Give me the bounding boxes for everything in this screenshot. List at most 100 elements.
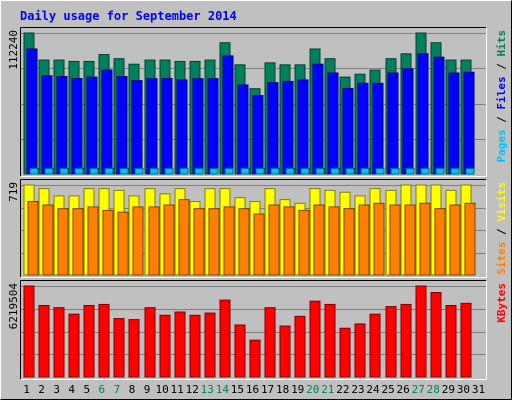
bar-kbytes-23 — [354, 323, 366, 378]
day-label-24: 24 — [366, 383, 380, 396]
bar-kbytes-30 — [460, 302, 472, 378]
day-label-18: 18 — [276, 383, 289, 396]
bar-pages-8 — [134, 167, 144, 175]
bar-kbytes-19 — [294, 315, 306, 378]
bar-files-15 — [237, 84, 249, 175]
bar-pages-19 — [300, 167, 310, 175]
panel-kbytes: 6219504 KBytes — [7, 280, 508, 380]
axis-max-label: 719 — [7, 182, 20, 202]
legend-pages: Pages — [495, 129, 508, 162]
day-label-27: 27 — [412, 383, 425, 396]
bar-kbytes-25 — [385, 306, 397, 378]
bar-pages-29 — [450, 167, 460, 175]
bar-files-5 — [86, 76, 98, 175]
bar-pages-30 — [465, 167, 475, 175]
bar-sites-30 — [464, 202, 476, 276]
bar-pages-21 — [330, 167, 340, 175]
bar-sites-25 — [389, 204, 401, 276]
day-label-1: 1 — [23, 383, 30, 396]
bar-files-29 — [448, 72, 460, 175]
bar-sites-11 — [178, 199, 190, 276]
bar-sites-27 — [419, 202, 431, 276]
bar-sites-19 — [298, 209, 310, 276]
legend-sites: Sites — [495, 242, 508, 275]
bar-sites-10 — [163, 204, 175, 276]
day-label-7: 7 — [114, 383, 121, 396]
series-kbytes — [23, 285, 472, 378]
day-label-16: 16 — [246, 383, 259, 396]
bar-kbytes-7 — [113, 317, 125, 378]
bar-pages-6 — [104, 167, 114, 175]
day-label-13: 13 — [201, 383, 214, 396]
bar-pages-11 — [179, 167, 189, 175]
legend-kbytes: KBytes — [495, 283, 508, 323]
bar-pages-28 — [435, 167, 445, 175]
bar-files-27 — [417, 53, 429, 175]
day-label-22: 22 — [336, 383, 349, 396]
bar-files-10 — [161, 78, 173, 175]
bar-pages-27 — [420, 167, 430, 175]
bar-pages-2 — [44, 167, 54, 175]
chart-title: Daily usage for September 2014 — [20, 9, 237, 23]
day-label-23: 23 — [351, 383, 364, 396]
bar-files-3 — [56, 76, 68, 175]
bar-kbytes-21 — [324, 303, 336, 378]
axis-max-label: 112240 — [7, 30, 20, 70]
bar-kbytes-24 — [369, 313, 381, 378]
bar-pages-20 — [315, 167, 325, 175]
bar-pages-12 — [194, 167, 204, 175]
bar-sites-6 — [102, 209, 114, 276]
day-label-12: 12 — [186, 383, 199, 396]
day-label-2: 2 — [38, 383, 45, 396]
panel-visits-sites: 719 Sites / Visits — [7, 179, 508, 278]
day-label-28: 28 — [427, 383, 440, 396]
bar-files-6 — [101, 69, 113, 175]
bar-files-13 — [207, 78, 219, 175]
bar-files-16 — [252, 95, 264, 175]
bar-sites-21 — [328, 206, 340, 276]
day-label-17: 17 — [261, 383, 274, 396]
bar-sites-15 — [238, 208, 250, 276]
panel-legend: KBytes — [495, 283, 508, 323]
bar-kbytes-22 — [339, 327, 351, 378]
bar-sites-7 — [117, 211, 129, 276]
bar-sites-8 — [132, 206, 144, 276]
bar-kbytes-10 — [159, 314, 171, 378]
bar-sites-22 — [343, 208, 355, 276]
bar-sites-23 — [358, 204, 370, 276]
bar-kbytes-11 — [174, 311, 186, 378]
day-label-14: 14 — [216, 383, 230, 396]
bar-kbytes-29 — [445, 304, 457, 378]
bar-files-26 — [402, 68, 414, 175]
bar-pages-23 — [360, 167, 370, 175]
day-label-15: 15 — [231, 383, 244, 396]
bar-kbytes-14 — [219, 299, 231, 378]
bar-files-24 — [372, 82, 384, 175]
day-label-11: 11 — [171, 383, 184, 396]
bar-files-20 — [312, 63, 324, 175]
day-label-30: 30 — [457, 383, 470, 396]
legend-separator: / — [495, 57, 508, 77]
bar-kbytes-28 — [430, 292, 442, 378]
bar-files-9 — [146, 78, 158, 175]
bar-pages-4 — [74, 167, 84, 175]
bar-kbytes-13 — [204, 312, 216, 378]
bar-files-11 — [176, 79, 188, 175]
bar-files-12 — [192, 78, 204, 175]
day-label-20: 20 — [306, 383, 319, 396]
bar-pages-7 — [119, 167, 129, 175]
bar-pages-15 — [240, 167, 250, 175]
bar-kbytes-26 — [400, 303, 412, 378]
bar-files-7 — [116, 76, 128, 175]
bar-sites-2 — [42, 204, 54, 276]
day-label-21: 21 — [321, 383, 334, 396]
bar-files-18 — [282, 80, 294, 175]
bar-kbytes-4 — [68, 313, 80, 378]
day-label-6: 6 — [99, 383, 106, 396]
day-label-25: 25 — [381, 383, 394, 396]
bar-pages-18 — [285, 167, 295, 175]
bar-sites-3 — [57, 208, 69, 276]
bar-kbytes-8 — [128, 319, 140, 378]
day-labels: 1 2 3 4 5 6 7 8 9 10 11 12 13 14 15 16 17 18 19 20 21 22 23 24 2… — [23, 383, 485, 396]
bar-kbytes-1 — [23, 285, 35, 378]
